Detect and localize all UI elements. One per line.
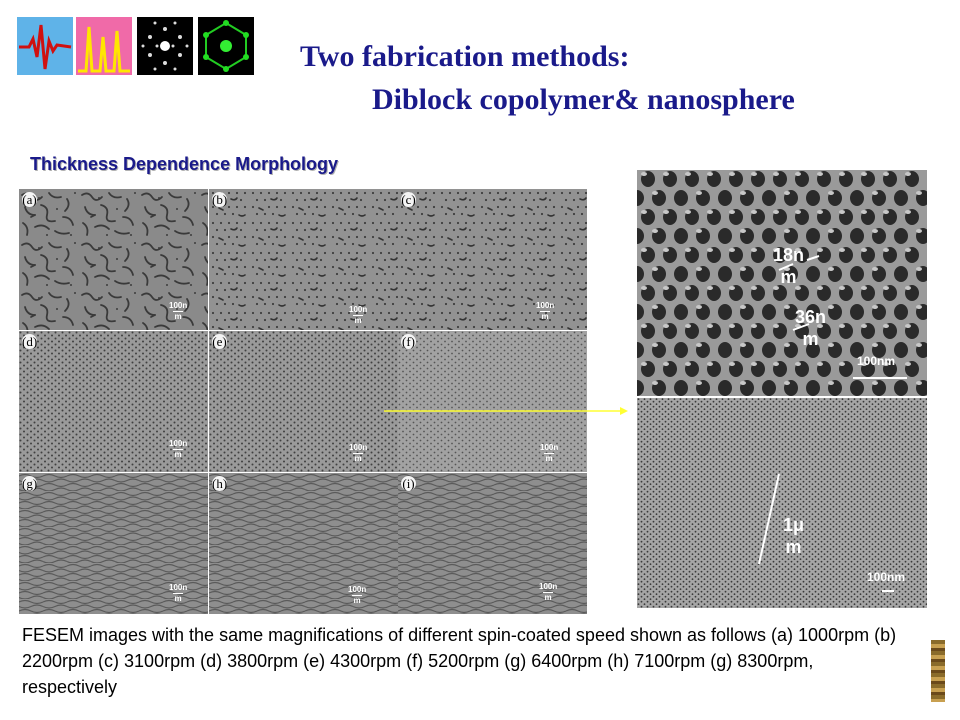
sem-panel-g: (g) 100n m <box>19 473 208 614</box>
slide-title-line2: Diblock copolymer& nanosphere <box>372 83 795 116</box>
oscillation-signal-icon <box>17 17 73 75</box>
pore-diameter-label: 18n m <box>773 245 805 287</box>
diffraction-pattern-icon <box>137 17 193 75</box>
scale-bar <box>173 449 184 450</box>
scale-bar-label: 100n m <box>348 585 367 605</box>
scale-bar <box>544 453 555 454</box>
sem-panel-i: (i) 100n m <box>398 473 587 614</box>
scale-bar-label: 100n m <box>169 301 188 321</box>
zoom-bottom-scale-label: 100nm <box>867 570 906 584</box>
sem-panel-d: (d) 100n m <box>19 331 208 472</box>
scale-bar-label: 100n m <box>349 305 368 325</box>
panel-label: (f) <box>401 334 416 349</box>
scale-bar <box>540 311 551 312</box>
zoom-top-scale-label: 100nm <box>857 354 896 368</box>
figure-caption: FESEM images with the same magnification… <box>22 625 897 697</box>
scale-bar <box>173 311 184 312</box>
scale-bar <box>353 453 364 454</box>
zoom-top-image: 18n m 36n m 100nm <box>637 170 927 396</box>
sem-panel-b: (b) 100n m <box>209 189 398 330</box>
section-title: Thickness Dependence Morphology <box>30 154 339 174</box>
panel-label: (c) <box>401 192 416 207</box>
slide-title-line1: Two fabrication methods: <box>300 40 630 73</box>
zoom-bottom-image: 1μ m 100nm <box>637 398 927 608</box>
scale-bar-label: 100n m <box>536 301 555 321</box>
sem-panel-c: (c) 100n m <box>398 189 587 330</box>
panel-label: (d) <box>22 334 38 349</box>
period-length-label: 1μ m <box>783 515 805 557</box>
scale-bar-label: 100n m <box>169 439 188 459</box>
scale-bar <box>352 595 363 596</box>
sem-panel-f: (f) 100n m <box>398 331 587 472</box>
panel-label: (g) <box>22 476 38 491</box>
scale-bar-label: 100n m <box>169 583 188 603</box>
panel-label: (b) <box>212 192 228 207</box>
diffraction-peaks-icon <box>76 17 132 75</box>
sem-panel-e: (e) 100n m <box>209 331 398 472</box>
pore-spacing-label: 36n m <box>795 307 827 349</box>
scale-bar <box>543 592 554 593</box>
hexagonal-pattern-icon <box>198 17 254 75</box>
scale-bar <box>173 593 184 594</box>
panel-label: (i) <box>401 476 416 491</box>
scale-bar-label: 100n m <box>349 443 368 463</box>
sem-panel-h: (h) 100n m <box>209 473 398 614</box>
panel-label: (a) <box>22 192 37 207</box>
sem-panel-a: (a) 100n m <box>19 189 208 330</box>
panel-label: (e) <box>212 334 227 349</box>
scale-bar-label: 100n m <box>539 582 558 602</box>
scale-bar-label: 100n m <box>540 443 559 463</box>
panel-label: (h) <box>212 476 228 491</box>
decorative-strip <box>931 640 945 702</box>
scale-bar <box>353 315 364 316</box>
